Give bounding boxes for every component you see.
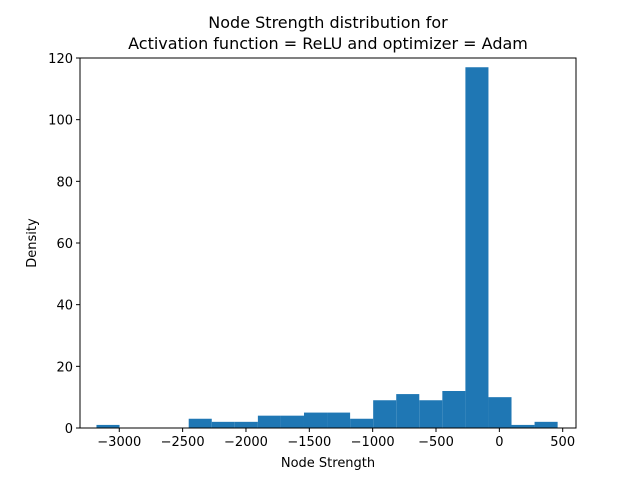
histogram-bar bbox=[511, 424, 535, 428]
x-tick-label: −3000 bbox=[97, 435, 141, 450]
x-axis-ticks: −3000 −2500 −2000 −1500 −1000 −500 0 500 bbox=[97, 428, 575, 450]
histogram-bar bbox=[465, 67, 489, 428]
histogram-bar bbox=[211, 421, 235, 428]
histogram-bar bbox=[234, 421, 258, 428]
histogram-bar bbox=[373, 400, 397, 428]
bars-group bbox=[96, 67, 558, 428]
x-tick-label: 500 bbox=[550, 435, 575, 450]
x-tick-label: −1000 bbox=[351, 435, 395, 450]
x-tick-label: −500 bbox=[418, 435, 454, 450]
histogram-bar bbox=[534, 421, 558, 428]
y-tick-label: 120 bbox=[48, 52, 73, 67]
y-axis-label: Density bbox=[25, 218, 40, 268]
histogram-bar bbox=[257, 415, 281, 428]
chart-title-line1: Node Strength distribution for bbox=[208, 13, 448, 32]
histogram-bar bbox=[419, 400, 443, 428]
x-tick-label: 0 bbox=[495, 435, 503, 450]
histogram-bar bbox=[280, 415, 304, 428]
plot-frame bbox=[79, 57, 577, 429]
x-tick-label: −2500 bbox=[161, 435, 205, 450]
histogram-bar bbox=[188, 418, 212, 428]
y-tick-label: 80 bbox=[56, 175, 73, 190]
y-tick-label: 0 bbox=[65, 422, 73, 437]
x-tick-label: −1500 bbox=[287, 435, 331, 450]
histogram-bar bbox=[488, 397, 512, 428]
x-axis-label: Node Strength bbox=[281, 456, 375, 471]
histogram-bar bbox=[396, 394, 420, 428]
histogram-bar bbox=[303, 412, 328, 428]
histogram-bar bbox=[350, 418, 374, 428]
histogram-bar bbox=[442, 391, 466, 428]
y-tick-label: 100 bbox=[48, 114, 73, 129]
histogram-bar bbox=[327, 412, 351, 428]
y-tick-label: 60 bbox=[56, 237, 73, 252]
histogram-bar bbox=[96, 424, 120, 428]
y-tick-label: 20 bbox=[56, 360, 73, 375]
y-axis-ticks: 0 20 40 60 80 100 120 bbox=[48, 52, 80, 437]
chart-title-line2: Activation function = ReLU and optimizer… bbox=[128, 34, 528, 53]
x-tick-label: −2000 bbox=[224, 435, 268, 450]
y-tick-label: 40 bbox=[56, 299, 73, 314]
